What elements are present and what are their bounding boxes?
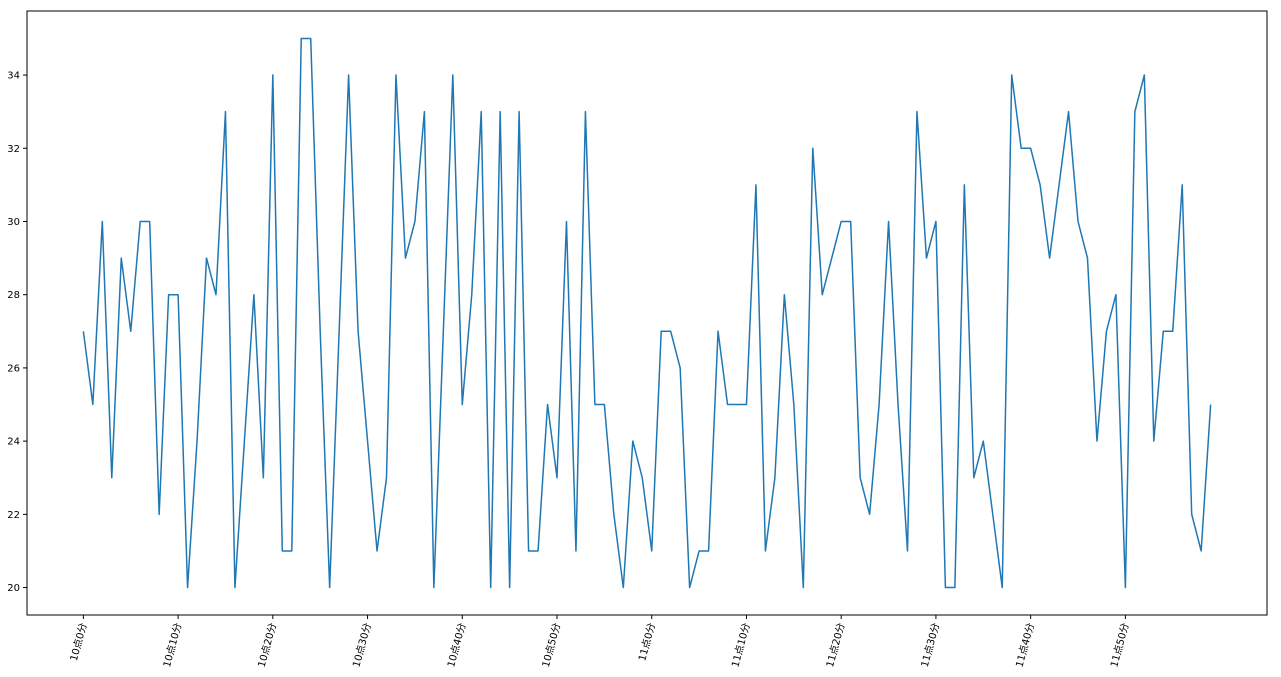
y-tick-label: 32 [7,144,20,155]
y-tick-label: 20 [7,583,20,594]
y-tick-label: 24 [7,437,20,448]
y-tick-label: 28 [7,290,20,301]
y-tick-label: 30 [7,217,20,228]
y-tick-label: 22 [7,510,20,521]
data-line [82,37,1212,589]
y-tick-label: 34 [7,71,20,82]
y-tick-label: 26 [7,363,20,374]
plot-frame [26,10,1268,616]
